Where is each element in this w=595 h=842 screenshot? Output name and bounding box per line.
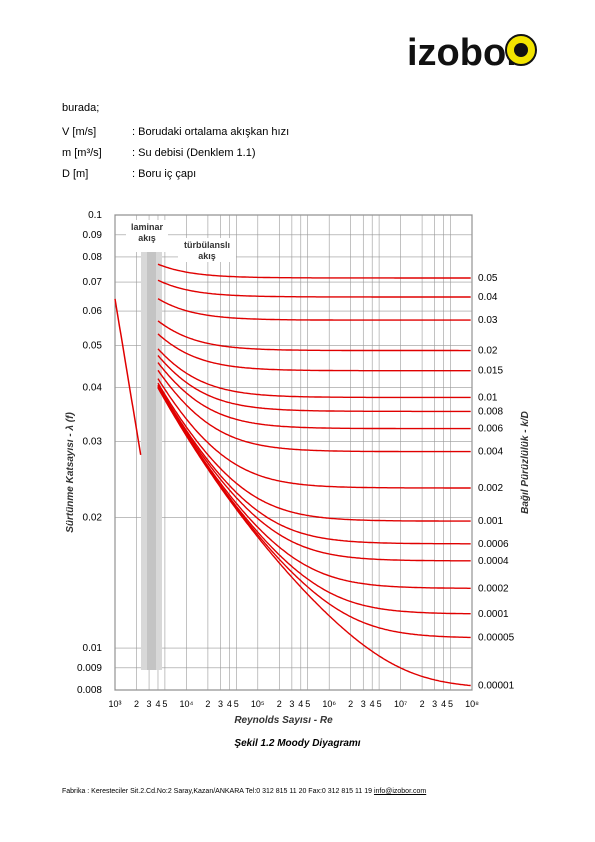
x-tick-label: 10⁴ [179, 699, 193, 709]
x-tick-label: 5 [305, 699, 310, 709]
annotation: laminar [131, 222, 164, 232]
critical-zone-core [147, 245, 156, 670]
y2-axis-title: Bağıl Pürüzlülük - k/D [520, 411, 531, 514]
x-tick-label: 2 [134, 699, 139, 709]
y-tick-label: 0.008 [77, 685, 102, 696]
y-tick-label: 0.09 [83, 230, 103, 241]
y2-tick-label: 0.004 [478, 447, 503, 458]
y-tick-label: 0.06 [83, 306, 103, 317]
logo-dot [514, 43, 528, 57]
x-tick-label: 3 [218, 699, 223, 709]
y2-tick-label: 0.04 [478, 292, 498, 303]
y2-tick-label: 0.03 [478, 315, 498, 326]
roughness-curve [157, 362, 471, 430]
definition-description: : Borudaki ortalama akışkan hızı [132, 126, 290, 138]
roughness-curve [157, 385, 471, 562]
y2-tick-label: 0.006 [478, 424, 503, 435]
y-tick-label: 0.04 [83, 382, 103, 393]
y-tick-label: 0.03 [83, 436, 103, 447]
roughness-curve [157, 279, 471, 298]
y2-tick-label: 0.015 [478, 366, 503, 377]
x-tick-label: 4 [227, 699, 232, 709]
y2-tick-label: 0.05 [478, 273, 498, 284]
footer-address: Fabrika : Keresteciler Sit.2.Cd.No:2 Sar… [62, 788, 372, 795]
laminar-line [114, 298, 142, 456]
annotation-box [178, 238, 236, 262]
y2-tick-label: 0.0006 [478, 539, 509, 550]
x-tick-label: 10⁸ [465, 699, 479, 709]
x-tick-label: 2 [205, 699, 210, 709]
x-tick-label: 3 [147, 699, 152, 709]
x-tick-label: 10⁵ [251, 699, 265, 709]
roughness-curve [157, 333, 471, 372]
annotation: akış [138, 233, 156, 243]
y2-tick-label: 0.001 [478, 516, 503, 527]
roughness-curve [157, 348, 471, 399]
x-tick-label: 4 [370, 699, 375, 709]
y-tick-label: 0.01 [83, 643, 103, 654]
roughness-curve [157, 384, 471, 545]
x-tick-label: 4 [298, 699, 303, 709]
footer-email[interactable]: info@izobor.com [373, 788, 427, 795]
y2-tick-label: 0.02 [478, 346, 498, 357]
x-tick-label: 3 [289, 699, 294, 709]
x-tick-label: 5 [162, 699, 167, 709]
roughness-curve [157, 320, 471, 352]
y-tick-label: 0.08 [83, 252, 103, 263]
y2-tick-label: 0.00001 [478, 681, 515, 692]
annotation: türbülanslı [184, 240, 230, 250]
y2-tick-label: 0.002 [478, 483, 503, 494]
x-tick-label: 2 [420, 699, 425, 709]
x-tick-label: 10³ [108, 699, 121, 709]
x-tick-label: 2 [277, 699, 282, 709]
x-tick-label: 2 [348, 699, 353, 709]
logo: izobor [405, 27, 540, 75]
x-tick-label: 4 [155, 699, 160, 709]
roughness-curve [157, 378, 471, 489]
x-tick-label: 5 [448, 699, 453, 709]
roughness-curve [157, 263, 471, 279]
plot-area [114, 214, 473, 691]
y-tick-label: 0.02 [83, 513, 103, 524]
definition-symbol: V [m/s] [62, 126, 97, 138]
y2-tick-label: 0.0002 [478, 583, 509, 594]
y2-tick-label: 0.0004 [478, 556, 509, 567]
roughness-curve [157, 298, 471, 321]
footer: Fabrika : Keresteciler Sit.2.Cd.No:2 Sar… [62, 788, 426, 795]
y-tick-label: 0.07 [83, 277, 103, 288]
x-tick-label: 10⁷ [394, 699, 407, 709]
roughness-curve [157, 386, 471, 589]
definition-description: : Boru iç çapı [132, 168, 197, 180]
intro: burada; [62, 102, 100, 114]
y2-tick-label: 0.00005 [478, 632, 515, 643]
y2-tick-label: 0.0001 [478, 609, 509, 620]
annotation: akış [198, 251, 216, 261]
x-tick-label: 3 [432, 699, 437, 709]
x-tick-label: 5 [377, 699, 382, 709]
y-tick-label: 0.05 [83, 340, 103, 351]
definition-symbol: m [m³/s] [62, 147, 102, 159]
x-tick-label: 5 [234, 699, 239, 709]
y-axis-title: Sürtünme Katsayısı - λ (f) [65, 412, 76, 533]
y2-tick-label: 0.01 [478, 392, 498, 403]
definition-symbol: D [m] [62, 168, 89, 180]
logo-text: izobor [407, 32, 521, 74]
y-tick-label: 0.009 [77, 663, 102, 674]
roughness-curve [157, 369, 471, 453]
annotation-box [126, 220, 168, 252]
roughness-curve [157, 387, 471, 687]
chart: 10³ 2 3 4 5 10⁴ 2 3 4 5 10⁵ 2 3 4 5 10⁶ 2 3 4 5 10⁷ 2 3 4 5 10⁸0.… [65, 210, 531, 726]
y-tick-label: 0.1 [88, 210, 102, 221]
y2-tick-label: 0.008 [478, 406, 503, 417]
x-tick-label: 10⁶ [322, 699, 336, 709]
roughness-curve [157, 382, 471, 522]
roughness-curve [157, 355, 471, 413]
x-axis-title: Reynolds Sayısı - Re [234, 715, 333, 726]
x-tick-label: 4 [441, 699, 446, 709]
caption: Şekil 1.2 Moody Diyagramı [234, 738, 361, 749]
definition-description: : Su debisi (Denklem 1.1) [132, 147, 256, 159]
x-tick-label: 3 [361, 699, 366, 709]
